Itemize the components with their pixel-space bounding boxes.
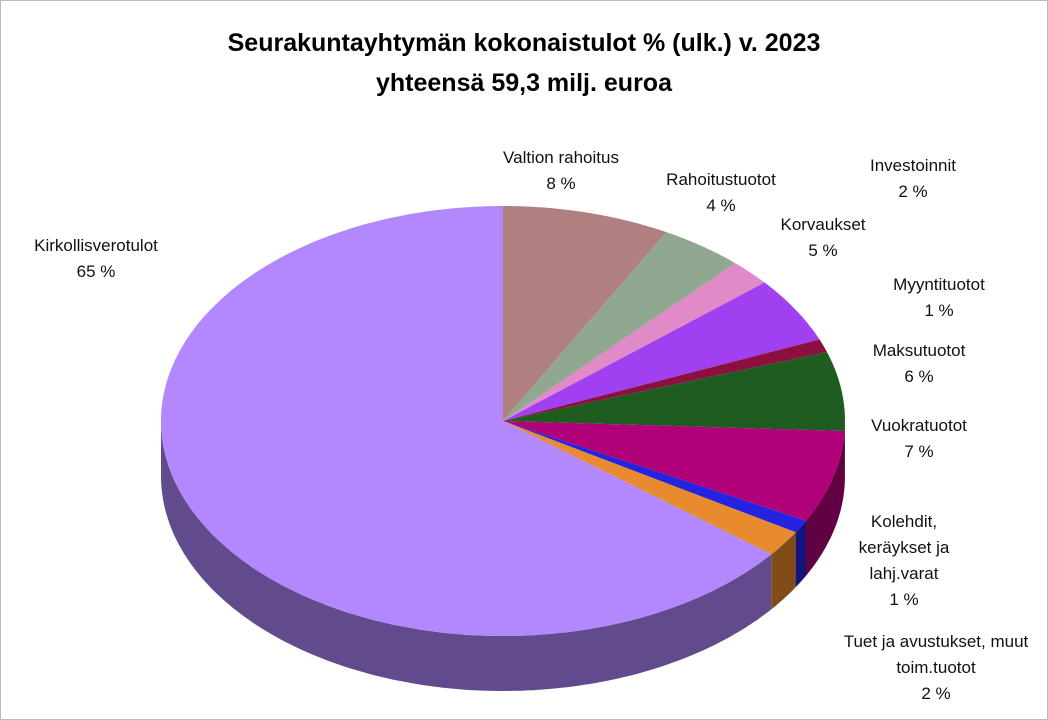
category-label: Vuokratuotot: [871, 416, 967, 435]
data-label: Kirkollisverotulot 65 %: [34, 233, 158, 285]
value-label: 1 %: [889, 590, 919, 609]
category-label: Maksutuotot: [872, 341, 966, 360]
category-label: Kirkollisverotulot: [34, 236, 158, 255]
value-label: 8 %: [546, 174, 576, 193]
slice: [161, 206, 772, 636]
data-label: Tuet ja avustukset, muut toim.tuotot 2 %: [844, 629, 1029, 707]
value-label: 7 %: [904, 442, 934, 461]
data-label: Kolehdit, keräykset ja lahj.varat 1 %: [845, 509, 963, 613]
data-label: Valtion rahoitus 8 %: [503, 145, 619, 197]
data-label: Vuokratuotot 7 %: [871, 413, 967, 465]
category-label: Tuet ja avustukset, muut toim.tuotot: [843, 632, 1029, 677]
category-label: Rahoitustuotot: [666, 170, 776, 189]
chart-title: Seurakuntayhtymän kokonaistulot % (ulk.)…: [227, 29, 821, 57]
slice: [503, 232, 736, 421]
slice-side: [161, 421, 772, 691]
slice: [503, 282, 820, 421]
data-label: Myyntituotot 1 %: [893, 272, 985, 324]
category-label: Korvaukset: [780, 215, 866, 234]
value-label: 5 %: [808, 241, 838, 260]
slice: [503, 421, 796, 555]
data-label: Investoinnit 2 %: [870, 153, 956, 205]
category-label: Kolehdit, keräykset ja lahj.varat: [858, 512, 950, 583]
value-label: 6 %: [904, 367, 934, 386]
value-label: 2 %: [898, 182, 928, 201]
value-label: 2 %: [921, 684, 951, 703]
slice: [503, 421, 845, 521]
value-label: 1 %: [924, 301, 954, 320]
chart-subtitle: yhteensä 59,3 milj. euroa: [376, 69, 672, 97]
slice: [503, 352, 845, 431]
slice: [503, 206, 667, 421]
slice-side: [795, 520, 806, 588]
slice: [503, 339, 827, 421]
category-label: Investoinnit: [870, 156, 956, 175]
data-label: Rahoitustuotot 4 %: [666, 167, 776, 219]
value-label: 65 %: [76, 262, 116, 281]
data-label: Korvaukset 5 %: [780, 212, 865, 264]
category-label: Myyntituotot: [893, 275, 985, 294]
data-label: Maksutuotot 6 %: [873, 338, 966, 390]
value-label: 4 %: [706, 196, 736, 215]
slice: [503, 421, 806, 533]
category-label: Valtion rahoitus: [503, 148, 619, 167]
slice-side: [771, 532, 796, 610]
slice-side: [806, 431, 845, 576]
slice: [503, 263, 765, 421]
